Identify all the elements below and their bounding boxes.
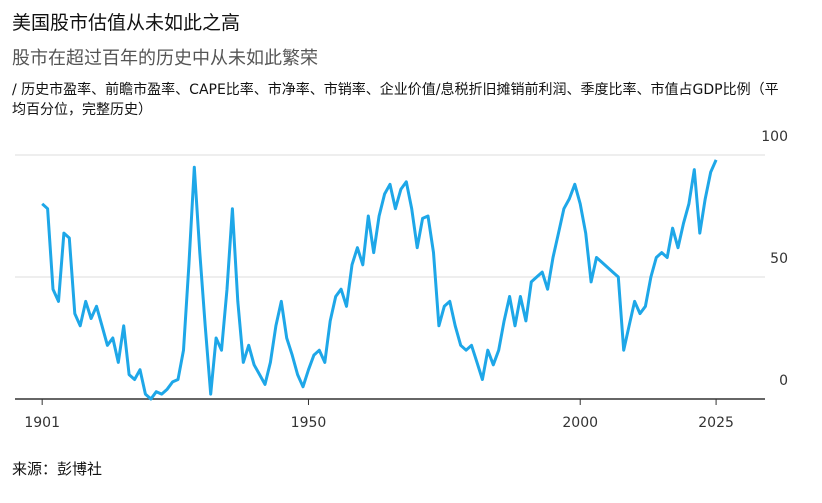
x-tick-label: 1950 bbox=[291, 415, 327, 431]
source: 来源：彭博社 bbox=[12, 460, 103, 478]
chart-subtitle: 股市在超过百年的历史中从未如此繁荣 bbox=[12, 48, 318, 69]
chart-title: 美国股市估值从未如此之高 bbox=[12, 12, 241, 34]
x-tick-label: 2025 bbox=[698, 415, 734, 431]
data-line bbox=[41, 159, 718, 401]
x-tick-label: 1901 bbox=[24, 415, 60, 431]
chart-description: / 历史市盈率、前瞻市盈率、CAPE比率、市净率、市销率、企业价值/息税折旧摊销… bbox=[12, 82, 779, 118]
y-tick-label: 100 bbox=[761, 129, 788, 145]
y-tick-label: 0 bbox=[779, 373, 788, 389]
y-tick-label: 50 bbox=[770, 251, 788, 267]
x-tick-label: 2000 bbox=[562, 415, 598, 431]
